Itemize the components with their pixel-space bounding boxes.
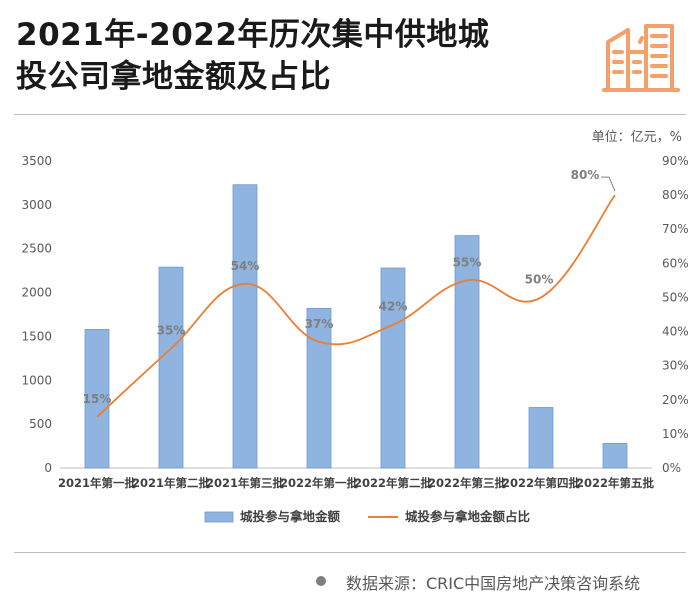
legend-label-line: 城投参与拿地金额占比: [405, 509, 531, 524]
y-right-tick-label: 30%: [662, 359, 689, 373]
y-left-tick-label: 0: [44, 461, 52, 475]
y-right-tick-label: 40%: [662, 325, 689, 339]
y-left-tick-label: 1500: [21, 329, 52, 343]
y-right-tick-label: 80%: [662, 188, 689, 202]
bar: [306, 307, 332, 469]
y-left-tick-label: 2500: [21, 242, 52, 256]
y-left-tick-label: 2000: [21, 286, 52, 300]
series-line: [96, 194, 616, 418]
y-left-tick-label: 3500: [21, 154, 52, 168]
legend-label-bar: 城投参与拿地金额: [240, 509, 341, 524]
bar: [602, 443, 628, 469]
title-line-1: 2021年-2022年历次集中供地城: [16, 17, 490, 53]
title-line-2: 投公司拿地金额及占比: [16, 59, 331, 95]
bar: [232, 184, 258, 469]
x-tick-label: 2022年第四批: [502, 476, 581, 490]
bar: [84, 329, 110, 469]
top-divider: [14, 114, 686, 115]
y-right-tick-label: 0%: [662, 461, 681, 475]
y-left-tick-label: 3000: [21, 198, 52, 212]
bar-line-chart: 0 500 1000 1500 2000 2500 3000 3500 0% 10% 20% 30% 4…: [21, 154, 689, 524]
data-label: 35%: [157, 324, 186, 338]
x-tick-label: 2021年第二批: [132, 476, 211, 490]
data-label: 15%: [83, 392, 112, 406]
x-tick-label: 2022年第一批: [280, 476, 359, 490]
legend-bar-swatch: [204, 511, 234, 523]
x-tick-label: 2022年第五批: [576, 476, 655, 490]
data-label: 55%: [453, 255, 482, 269]
unit-label: 单位：亿元，%: [591, 130, 682, 145]
city-buildings-icon: [602, 24, 680, 92]
bottom-divider: [14, 552, 686, 553]
data-label: 50%: [525, 272, 554, 286]
y-left-tick-label: 1000: [21, 373, 52, 387]
bar: [380, 267, 406, 469]
source-footer: 数据来源：CRIC中国房地产决策咨询系统: [0, 566, 700, 596]
data-label: 54%: [231, 259, 260, 273]
x-tick-label: 2022年第二批: [354, 476, 433, 490]
data-label: 42%: [379, 300, 408, 314]
y-right-tick-label: 20%: [662, 393, 689, 407]
y-right-tick-label: 90%: [662, 154, 689, 168]
y-right-tick-label: 60%: [662, 256, 689, 270]
x-tick-label: 2021年第三批: [206, 476, 285, 490]
x-tick-label: 2021年第一批: [58, 476, 137, 490]
chart-title: 2021年-2022年历次集中供地城 投公司拿地金额及占比: [16, 14, 576, 98]
bar: [158, 266, 184, 469]
source-text: 数据来源：CRIC中国房地产决策咨询系统: [346, 574, 641, 593]
bar: [454, 235, 480, 469]
y-right-tick-label: 10%: [662, 427, 689, 441]
y-right-tick-label: 70%: [662, 222, 689, 236]
data-label: 80%: [571, 168, 600, 182]
y-right-tick-label: 50%: [662, 290, 689, 304]
data-label: 37%: [305, 317, 334, 331]
data-label-leader: [601, 176, 616, 192]
bullet-dot-icon: [316, 576, 326, 586]
x-tick-label: 2022年第三批: [428, 476, 507, 490]
bar: [528, 407, 554, 469]
y-left-tick-label: 500: [29, 417, 52, 431]
